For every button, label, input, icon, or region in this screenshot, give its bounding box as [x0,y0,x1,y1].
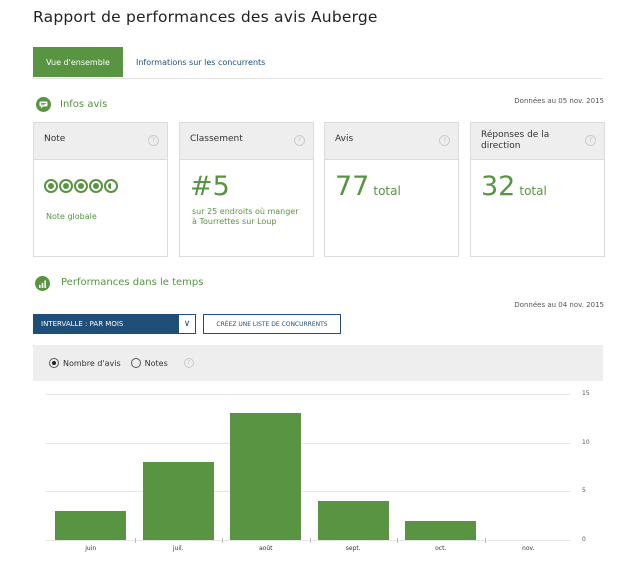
reviews-data-date: Données au 05 nov. 2015 [514,97,604,105]
speech-bubble-icon [36,97,51,112]
radio-ratings[interactable] [130,358,141,368]
bar-chart-icon [35,276,50,291]
x-tick-label: sept. [345,545,361,552]
chart-bar[interactable] [317,501,389,540]
x-tick-mark [222,538,223,543]
responses-value: 32 [481,171,516,202]
x-tick-mark [309,538,311,543]
help-icon[interactable]: ? [439,135,450,146]
help-icon[interactable]: ? [183,358,194,368]
x-tick-mark [484,538,486,543]
chart-gridline [46,442,570,444]
y-tick-label: 0 [582,536,586,543]
help-icon[interactable]: ? [585,135,596,146]
responses-unit: total [519,184,547,198]
ranking-caption: sur 25 endroits où manger à Tourrettes s… [192,207,299,226]
performance-data-date: Données au 04 nov. 2015 [514,301,604,309]
x-tick-label: août [258,545,273,552]
y-tick-label: 5 [582,487,586,495]
responses-card: Réponses de la direction ? 32 total [470,122,605,257]
reviews-value: 77 [335,171,370,202]
bubble-rating-icon [44,179,118,193]
ranking-card-header: Classement [190,134,243,144]
reviews-unit: total [373,184,401,198]
rating-card-header: Note [44,134,66,144]
y-tick-label: 15 [582,390,590,397]
chart-gridline [46,540,570,541]
chart-options-bar: Nombre d'avis Notes ? [33,345,603,381]
chart-bar[interactable] [55,510,127,540]
y-tick-label: 10 [582,438,590,446]
responses-total: 32 total [481,171,547,202]
x-tick-label: nov. [522,545,535,552]
x-tick-label: juin [85,545,97,552]
performance-section-title: Performances dans le temps [61,277,204,288]
rating-card: Note ? Note globale [33,122,168,257]
interval-select[interactable]: INTERVALLE : PAR MOIS ∨ [33,314,196,334]
radio-review-count[interactable] [49,358,59,368]
radio-ratings-label: Notes [144,358,168,368]
help-icon[interactable]: ? [148,135,159,146]
chart-bar[interactable] [142,462,214,540]
radio-review-count-label: Nombre d'avis [63,358,121,368]
reviews-section-title: Infos avis [60,99,108,110]
x-tick-label: oct. [435,545,447,552]
chart-bar[interactable] [405,520,477,540]
chart-bar[interactable] [230,413,302,540]
help-icon[interactable]: ? [294,135,305,146]
ranking-value: #5 [190,171,230,202]
reviews-count-card: Avis ? 77 total [324,122,459,257]
reviews-card-header: Avis [335,134,354,144]
tab-overview[interactable]: Vue d'ensemble [33,47,123,77]
x-tick-label: juil. [172,545,184,552]
tab-competitors[interactable]: Informations sur les concurrents [136,57,266,67]
chart-gridline [46,491,570,493]
x-tick-mark [397,538,398,543]
rating-caption: Note globale [46,212,97,221]
interval-select-label: INTERVALLE : PAR MOIS [41,320,124,328]
tab-bar [33,46,603,79]
chart-gridline [46,394,570,395]
responses-card-header: Réponses de la direction [481,130,550,151]
reviews-total: 77 total [335,171,401,202]
page-title: Rapport de performances des avis Auberge [33,8,378,26]
x-tick-mark [134,538,136,543]
ranking-card: Classement ? #5 sur 25 endroits où mange… [179,122,314,257]
create-competitors-list-button[interactable]: CRÉEZ UNE LISTE DE CONCURRENTS [203,314,341,334]
chevron-down-icon: ∨ [179,315,195,333]
